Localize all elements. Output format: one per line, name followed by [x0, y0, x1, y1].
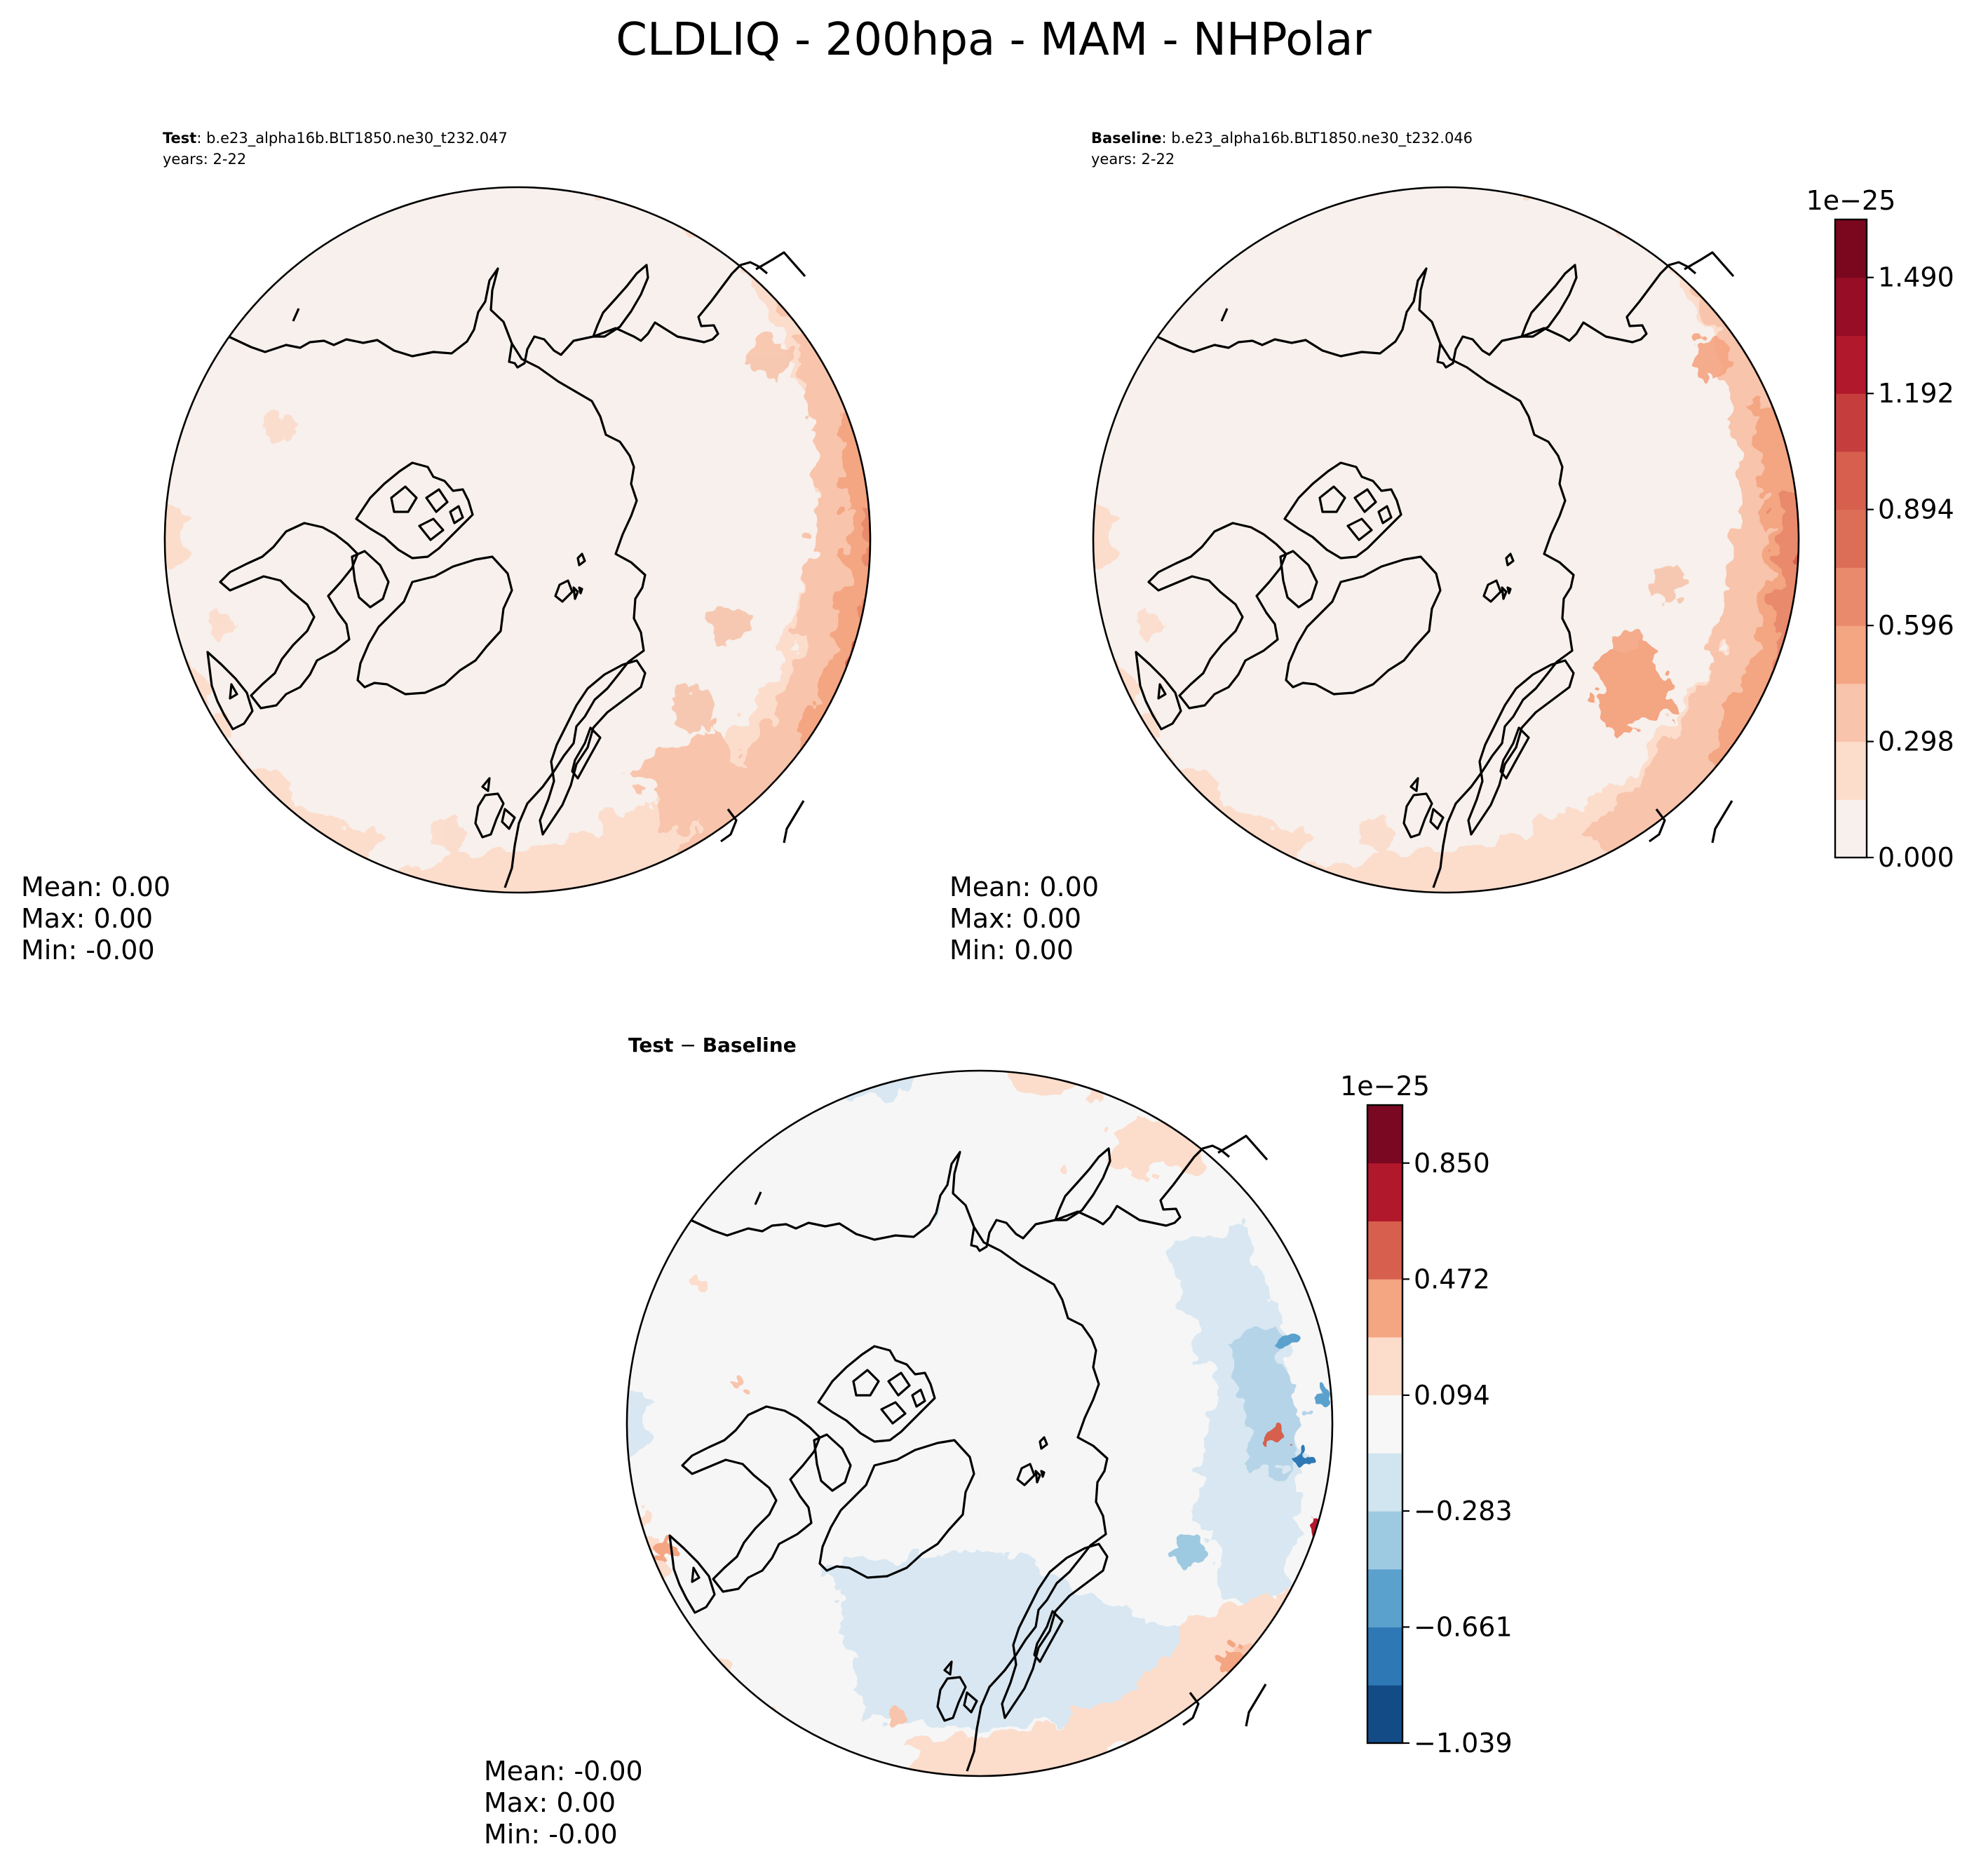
suptitle: CLDLIQ - 200hpa - MAM - NHPolar	[616, 14, 1372, 66]
baseline-max: Max: 0.00	[949, 903, 1081, 934]
panel-baseline-case: : b.e23_alpha16b.BLT1850.ne30_t232.046	[1162, 130, 1473, 147]
cbar-abs-segment-6	[1835, 451, 1867, 510]
cbar-diff-tick-label-1: −0.661	[1414, 1611, 1513, 1642]
panel-test-label: Test	[163, 130, 196, 147]
cbar-diff-segment-5	[1367, 1395, 1402, 1454]
cbar-abs-exponent: 1e−25	[1806, 185, 1896, 216]
baseline-mean: Mean: 0.00	[949, 872, 1099, 902]
cbar-abs-tick-label-4: 1.192	[1878, 378, 1954, 409]
cbar-diff-tick-label-2: −0.283	[1414, 1496, 1513, 1526]
cbar-diff-segment-9	[1367, 1163, 1402, 1221]
panel-diff-label-sep: −	[673, 1034, 702, 1057]
baseline-map-boundary	[1092, 186, 1800, 894]
baseline-min: Min: 0.00	[949, 935, 1074, 966]
cbar-diff-segment-7	[1367, 1279, 1402, 1338]
svg-text:Test: b.e23_alpha16b.BLT1850.n: Test: b.e23_alpha16b.BLT1850.ne30_t232.0…	[163, 130, 508, 147]
cbar-diff-segment-3	[1367, 1511, 1402, 1570]
cbar-abs-tick-label-3: 0.894	[1878, 494, 1954, 525]
cbar-diff-segment-2	[1367, 1569, 1402, 1628]
svg-text:Test − Baseline: Test − Baseline	[628, 1034, 797, 1057]
cbar-abs-segment-1	[1835, 741, 1867, 800]
colorbar-absolute: 0.000 0.298 0.596 0.894 1.192 1.490 1e−25	[1806, 185, 1954, 873]
baseline-field	[1093, 187, 1799, 893]
cbar-diff-segment-10	[1367, 1105, 1402, 1164]
panel-baseline: Baseline: b.e23_alpha16b.BLT1850.ne30_t2…	[949, 130, 1800, 966]
cbar-abs-segment-8	[1835, 335, 1867, 394]
test-max: Max: 0.00	[21, 903, 153, 934]
panel-diff-label-test: Test	[628, 1034, 673, 1057]
panel-baseline-years: years: 2-22	[1091, 151, 1175, 168]
cbar-abs-segment-5	[1835, 509, 1867, 568]
diff-mean: Mean: -0.00	[484, 1756, 643, 1787]
cbar-abs-segment-0	[1835, 799, 1867, 858]
panel-diff-label-baseline: Baseline	[703, 1034, 797, 1057]
cbar-diff-segment-1	[1367, 1627, 1402, 1686]
cbar-abs-segment-4	[1835, 567, 1867, 626]
cbar-diff-frame	[1366, 1104, 1404, 1744]
cbar-abs-segment-7	[1835, 393, 1867, 452]
cbar-diff-segment-0	[1367, 1685, 1402, 1744]
cbar-abs-tick-label-2: 0.596	[1878, 610, 1954, 641]
cbar-abs-segment-3	[1835, 625, 1867, 684]
cbar-abs-segment-10	[1835, 219, 1867, 278]
panel-test-case: : b.e23_alpha16b.BLT1850.ne30_t232.047	[196, 130, 508, 147]
panel-test: Test: b.e23_alpha16b.BLT1850.ne30_t232.0…	[21, 130, 872, 966]
cbar-diff-segment-8	[1367, 1221, 1402, 1280]
panel-test-years: years: 2-22	[163, 151, 246, 168]
cbar-diff-tick-label-5: 0.850	[1414, 1148, 1490, 1179]
diff-max: Max: 0.00	[484, 1787, 616, 1818]
colorbar-difference: −1.039 −0.661 −0.283 0.094 0.472 0.850 1e−25	[1340, 1071, 1513, 1759]
test-map-boundary	[163, 186, 872, 894]
cbar-diff-segment-6	[1367, 1336, 1402, 1396]
svg-text:Baseline: b.e23_alpha16b.BLT18: Baseline: b.e23_alpha16b.BLT1850.ne30_t2…	[1091, 130, 1473, 147]
cbar-diff-exponent: 1e−25	[1340, 1071, 1430, 1102]
test-mean: Mean: 0.00	[21, 872, 170, 902]
panel-diff: Test − Baseline	[484, 1034, 1334, 1850]
cbar-abs-frame	[1834, 218, 1868, 859]
cbar-abs-segment-2	[1835, 683, 1867, 743]
cbar-diff-tick-label-3: 0.094	[1414, 1380, 1490, 1411]
test-min: Min: -0.00	[21, 935, 155, 966]
diff-min: Min: -0.00	[484, 1819, 618, 1850]
cbar-abs-tick-label-1: 0.298	[1878, 726, 1954, 757]
cbar-diff-tick-label-0: −1.039	[1414, 1728, 1513, 1759]
panel-baseline-label: Baseline	[1091, 130, 1162, 147]
cbar-abs-tick-label-0: 0.000	[1878, 842, 1954, 873]
cbar-abs-segment-9	[1835, 277, 1867, 336]
cbar-diff-segment-4	[1367, 1453, 1402, 1512]
diff-map-boundary	[626, 1069, 1334, 1777]
cbar-diff-tick-label-4: 0.472	[1414, 1263, 1490, 1294]
cbar-abs-tick-label-5: 1.490	[1878, 262, 1954, 293]
